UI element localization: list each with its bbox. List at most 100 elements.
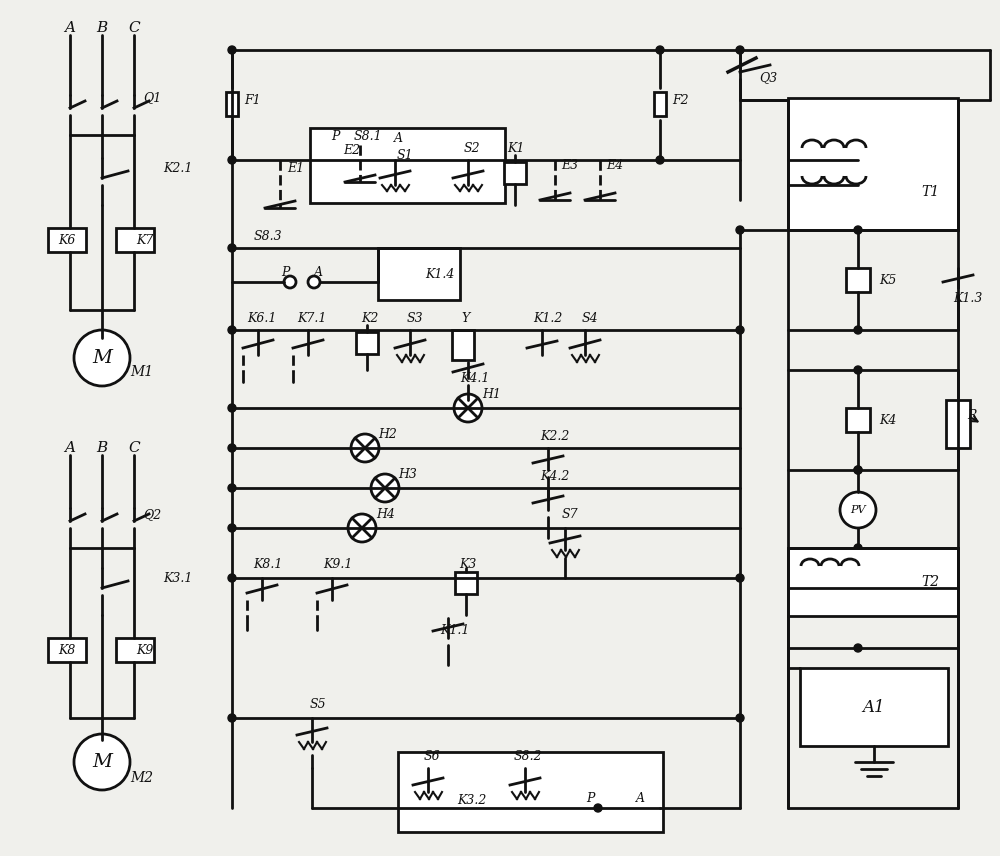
Text: T2: T2: [921, 575, 939, 589]
Bar: [788, 548, 958, 616]
Circle shape: [854, 466, 862, 474]
Text: A1: A1: [863, 698, 885, 716]
Circle shape: [854, 466, 862, 474]
Text: S7: S7: [562, 508, 578, 521]
Text: K1.2: K1.2: [533, 312, 563, 324]
Circle shape: [228, 524, 236, 532]
Text: K3.1: K3.1: [163, 572, 193, 585]
Text: F2: F2: [672, 93, 688, 106]
Bar: [310, 128, 505, 203]
Text: C: C: [128, 441, 140, 455]
Text: M: M: [92, 349, 112, 367]
Circle shape: [228, 404, 236, 412]
Text: K1: K1: [507, 141, 525, 154]
Bar: [356, 332, 378, 354]
Circle shape: [854, 326, 862, 334]
Text: E3: E3: [561, 158, 579, 171]
Circle shape: [854, 226, 862, 234]
Text: A: A: [64, 441, 76, 455]
Circle shape: [74, 330, 130, 386]
Bar: [116, 638, 154, 662]
Circle shape: [736, 226, 744, 234]
Circle shape: [228, 156, 236, 164]
Text: K4.1: K4.1: [460, 372, 490, 384]
Text: S3: S3: [407, 312, 423, 324]
Text: K4: K4: [879, 413, 897, 426]
Text: K2.1: K2.1: [163, 162, 193, 175]
Text: A: A: [636, 792, 644, 805]
Text: E1: E1: [287, 162, 305, 175]
Text: K3: K3: [459, 557, 477, 570]
Circle shape: [228, 714, 236, 722]
Bar: [116, 228, 154, 252]
Text: K2.2: K2.2: [540, 430, 570, 443]
Text: H1: H1: [483, 388, 501, 401]
Text: K5: K5: [879, 274, 897, 287]
Text: K1.4: K1.4: [425, 268, 455, 281]
Circle shape: [656, 156, 664, 164]
Circle shape: [228, 484, 236, 492]
Bar: [452, 330, 474, 360]
Bar: [846, 268, 870, 292]
Text: K7: K7: [136, 234, 154, 247]
Bar: [946, 400, 970, 448]
Text: K6.1: K6.1: [247, 312, 277, 324]
Circle shape: [736, 326, 744, 334]
Text: A: A: [64, 21, 76, 35]
Bar: [378, 248, 460, 300]
Circle shape: [736, 714, 744, 722]
Bar: [788, 98, 958, 230]
Text: S8.2: S8.2: [514, 751, 542, 764]
Circle shape: [348, 514, 376, 542]
Bar: [504, 162, 526, 184]
Circle shape: [594, 804, 602, 812]
Text: S8.3: S8.3: [254, 229, 282, 242]
Circle shape: [840, 492, 876, 528]
Text: K1.3: K1.3: [953, 292, 983, 305]
Text: E4: E4: [606, 158, 624, 171]
Text: S6: S6: [424, 751, 440, 764]
Bar: [654, 92, 666, 116]
Circle shape: [228, 326, 236, 334]
Text: R: R: [967, 408, 977, 421]
Text: Y: Y: [461, 312, 469, 324]
Circle shape: [854, 644, 862, 652]
Circle shape: [228, 46, 236, 54]
Bar: [455, 572, 477, 594]
Text: S8.1: S8.1: [354, 129, 382, 142]
Text: B: B: [96, 21, 108, 35]
Text: T1: T1: [921, 185, 939, 199]
Text: C: C: [128, 21, 140, 35]
Circle shape: [284, 276, 296, 288]
Circle shape: [454, 394, 482, 422]
Text: P: P: [586, 792, 594, 805]
Text: Q3: Q3: [759, 72, 777, 85]
Circle shape: [228, 574, 236, 582]
Bar: [48, 638, 86, 662]
Text: B: B: [96, 441, 108, 455]
Bar: [226, 92, 238, 116]
Circle shape: [854, 544, 862, 552]
Text: M2: M2: [130, 771, 154, 785]
Text: S2: S2: [464, 141, 480, 154]
Circle shape: [228, 244, 236, 252]
Text: K4.2: K4.2: [540, 469, 570, 483]
Text: H3: H3: [399, 467, 417, 480]
Bar: [48, 228, 86, 252]
Text: P: P: [281, 265, 289, 278]
Text: PV: PV: [850, 505, 866, 515]
Circle shape: [656, 46, 664, 54]
Text: S4: S4: [582, 312, 598, 324]
Text: K3.2: K3.2: [457, 794, 487, 806]
Circle shape: [74, 734, 130, 790]
Circle shape: [854, 366, 862, 374]
Text: K9.1: K9.1: [323, 557, 353, 570]
Text: H4: H4: [377, 508, 395, 520]
Circle shape: [351, 434, 379, 462]
Text: K1.1: K1.1: [440, 623, 470, 637]
Text: S1: S1: [397, 148, 413, 162]
Bar: [800, 668, 948, 746]
Text: S5: S5: [310, 698, 326, 711]
Bar: [398, 752, 663, 832]
Text: K8.1: K8.1: [253, 557, 283, 570]
